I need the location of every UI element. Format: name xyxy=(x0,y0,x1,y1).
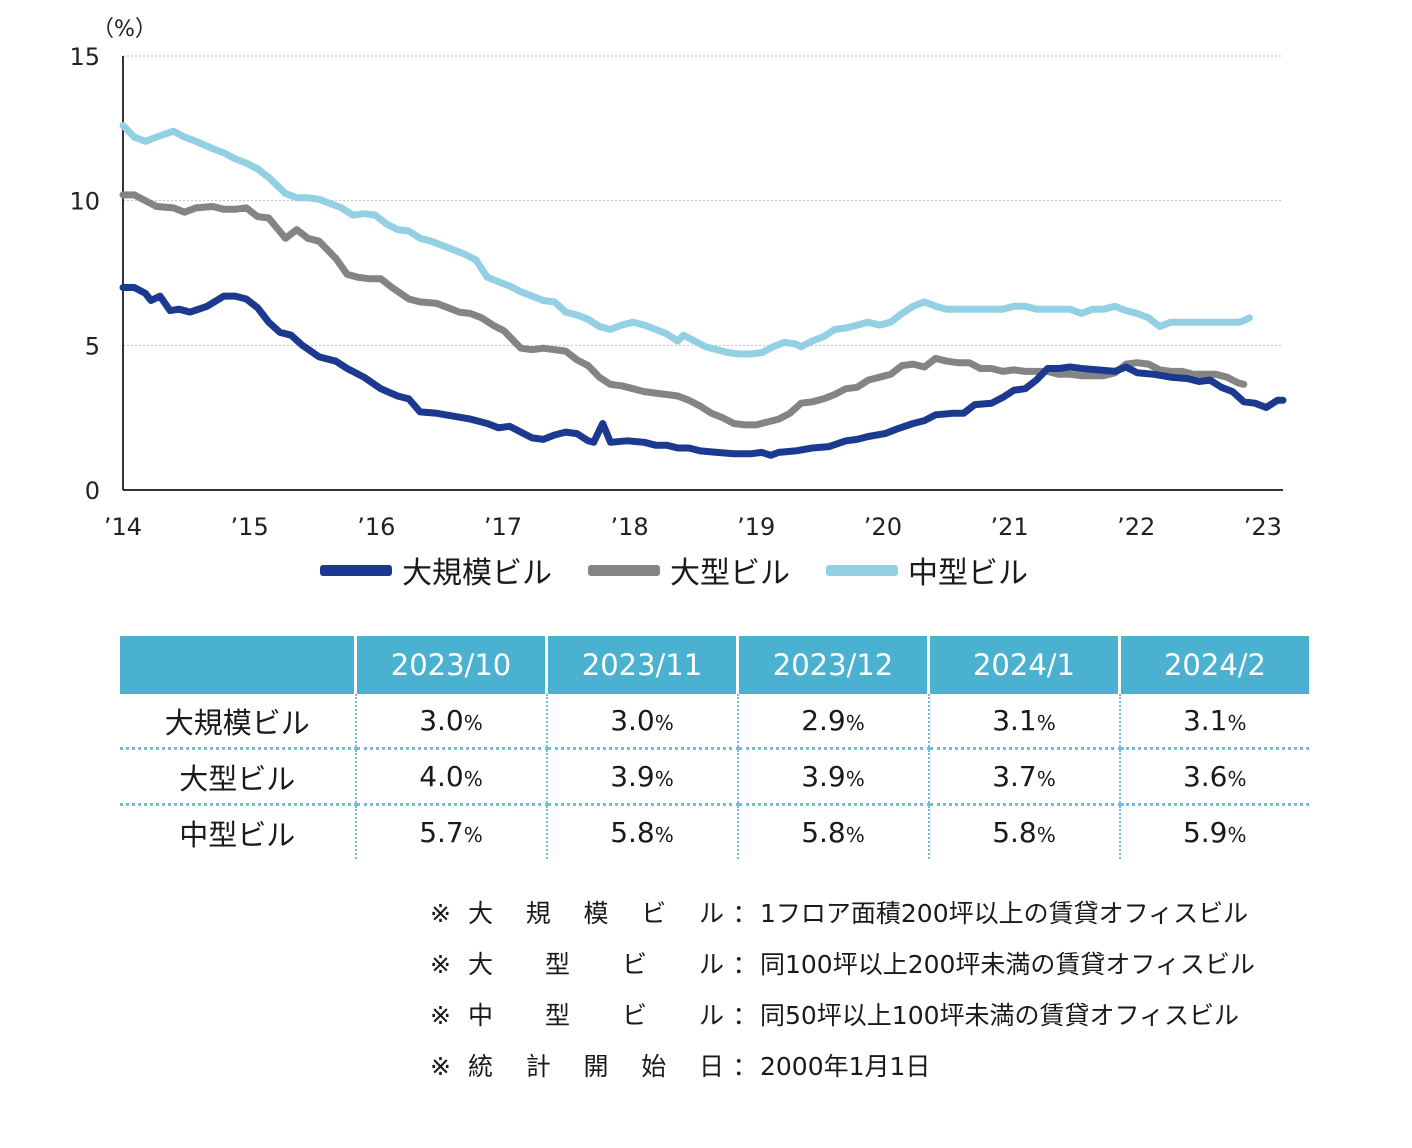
y-tick-label: 0 xyxy=(85,477,100,505)
footnote-medium: ※ 中型ビル ： 同50坪以上100坪未満の賃貸オフィスビル xyxy=(430,990,1255,1041)
note-term: 大規模ビル xyxy=(468,899,724,928)
table-cell: 3.6% xyxy=(1118,747,1309,805)
note-description: 同50坪以上100坪未満の賃貸オフィスビル xyxy=(760,1001,1240,1030)
x-tick-label: ’16 xyxy=(357,513,395,540)
table-corner-cell xyxy=(120,636,356,694)
table-header-cell: 2023/12 xyxy=(736,636,929,694)
table-cell: 2.9% xyxy=(736,694,929,749)
x-tick-label: ’19 xyxy=(737,513,775,540)
table-cell: 3.9% xyxy=(545,747,738,805)
table-cell: 3.1% xyxy=(1118,694,1309,749)
note-colon: ： xyxy=(732,950,758,979)
table-cell: 5.8% xyxy=(545,803,738,859)
footnotes: ※ 大規模ビル ： 1フロア面積200坪以上の賃貸オフィスビル ※ 大型ビル ：… xyxy=(430,888,1255,1092)
x-tick-labels: ’14 ’15 ’16 ’17 ’18 ’19 ’20 ’21 ’22 ’23 xyxy=(104,513,1282,540)
series-line-medium xyxy=(119,121,1253,358)
table-cell: 5.7% xyxy=(354,803,547,859)
row-label: 中型ビル xyxy=(120,803,356,859)
table-header-cell: 2024/1 xyxy=(927,636,1120,694)
legend: 大規模ビル 大型ビル 中型ビル xyxy=(320,548,1028,592)
table-cell: 3.7% xyxy=(927,747,1120,805)
table-row: 大型ビル 4.0% 3.9% 3.9% 3.7% 3.6% xyxy=(120,747,1309,805)
table-cell: 5.8% xyxy=(736,803,929,859)
note-mark: ※ xyxy=(430,1052,451,1081)
note-description: 1フロア面積200坪以上の賃貸オフィスビル xyxy=(760,899,1249,928)
legend-swatch-medium xyxy=(826,564,898,576)
note-description: 2000年1月1日 xyxy=(760,1052,931,1081)
note-description: 同100坪以上200坪未満の賃貸オフィスビル xyxy=(760,950,1255,979)
legend-item-medium: 中型ビル xyxy=(826,548,1028,592)
series-line-large-scale xyxy=(119,284,1287,459)
footnote-large: ※ 大型ビル ： 同100坪以上200坪未満の賃貸オフィスビル xyxy=(430,939,1255,990)
y-tick-labels: 0 5 10 15 xyxy=(69,43,100,505)
table-header-cell: 2023/11 xyxy=(545,636,738,694)
legend-item-large-scale: 大規模ビル xyxy=(320,548,552,592)
table-cell: 5.9% xyxy=(1118,803,1309,859)
table-cell: 4.0% xyxy=(354,747,547,805)
table-cell: 3.0% xyxy=(354,694,547,749)
footnote-large-scale: ※ 大規模ビル ： 1フロア面積200坪以上の賃貸オフィスビル xyxy=(430,888,1255,939)
x-tick-label: ’20 xyxy=(864,513,902,540)
note-colon: ： xyxy=(732,1001,758,1030)
line-chart: （%） 0 5 10 15 ’14 ’15 ’16 ’17 ’18 ’19 ’20 ’21 ’22 ’2… xyxy=(69,17,1287,540)
table-header-cell: 2023/10 xyxy=(354,636,547,694)
x-tick-label: ’18 xyxy=(611,513,649,540)
axes xyxy=(122,56,1283,491)
legend-item-large: 大型ビル xyxy=(588,548,790,592)
y-tick-label: 5 xyxy=(85,332,100,360)
table-row: 中型ビル 5.7% 5.8% 5.8% 5.8% 5.9% xyxy=(120,803,1309,859)
y-tick-label: 15 xyxy=(69,43,100,71)
legend-label-large: 大型ビル xyxy=(670,556,790,591)
x-tick-label: ’21 xyxy=(990,513,1028,540)
legend-swatch-large-scale xyxy=(320,564,392,576)
unit-label: （%） xyxy=(92,17,157,42)
series-lines xyxy=(119,121,1287,459)
table-cell: 3.1% xyxy=(927,694,1120,749)
legend-label-large-scale: 大規模ビル xyxy=(402,556,552,591)
table-header-cell: 2024/2 xyxy=(1118,636,1309,694)
note-term: 中型ビル xyxy=(468,1001,724,1030)
note-mark: ※ xyxy=(430,1001,451,1030)
legend-swatch-large xyxy=(588,564,660,576)
x-tick-label: ’15 xyxy=(231,513,269,540)
table-cell: 5.8% xyxy=(927,803,1120,859)
note-mark: ※ xyxy=(430,899,451,928)
y-tick-label: 10 xyxy=(69,188,100,216)
x-tick-label: ’22 xyxy=(1117,513,1155,540)
row-label: 大型ビル xyxy=(120,747,356,805)
footnote-start-date: ※ 統計開始日 ： 2000年1月1日 xyxy=(430,1041,1255,1092)
note-mark: ※ xyxy=(430,950,451,979)
row-label: 大規模ビル xyxy=(164,705,310,740)
table-header-row: 2023/10 2023/11 2023/12 2024/1 2024/2 xyxy=(120,636,1309,694)
x-tick-label: ’17 xyxy=(484,513,522,540)
vacancy-rate-table: 2023/10 2023/11 2023/12 2024/1 2024/2 大規… xyxy=(120,636,1309,859)
note-colon: ： xyxy=(732,899,758,928)
note-term: 大型ビル xyxy=(468,950,724,979)
note-term: 統計開始日 xyxy=(468,1052,724,1081)
x-tick-label: ’14 xyxy=(104,513,142,540)
legend-label-medium: 中型ビル xyxy=(908,556,1028,591)
series-line-large xyxy=(119,191,1248,429)
table-row: 大規模ビル 3.0% 3.0% 2.9% 3.1% 3.1% xyxy=(120,694,1309,749)
note-colon: ： xyxy=(732,1052,758,1081)
table-cell: 3.0% xyxy=(545,694,738,749)
table-cell: 3.9% xyxy=(736,747,929,805)
x-tick-label: ’23 xyxy=(1244,513,1282,540)
